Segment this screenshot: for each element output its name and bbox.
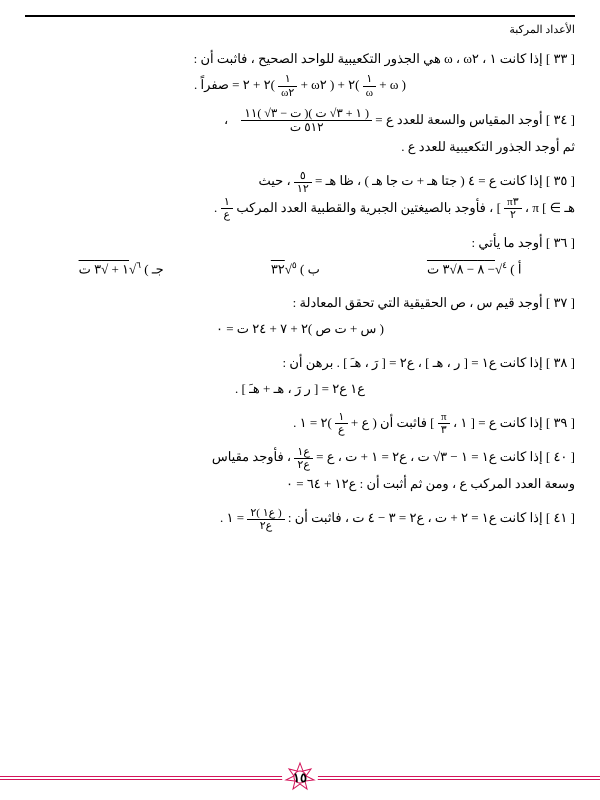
page-footer: ١٥ (0, 755, 600, 800)
p37-text: أوجد قيم س ، ص الحقيقية التي تحقق المعاد… (293, 295, 543, 310)
problem-37: [ ٣٧ ] أوجد قيم س ، ص الحقيقية التي تحقق… (25, 290, 575, 342)
problem-41: [ ٤١ ] إذا كانت ع١ = ٢ + ت ، ع٢ = ٣ − ٤ … (25, 505, 575, 532)
p41-text2: = ١ . (220, 510, 244, 525)
p33-text: إذا كانت ١ ، ω ، ω٢ هي الجذور التكعيبية … (194, 51, 543, 66)
p40-text2: ، فأوجد مقياس (212, 449, 291, 464)
p40-line2: وسعة العدد المركب ع ، ومن ثم أثبت أن : ع… (25, 471, 575, 497)
problem-35: [ ٣٥ ] إذا كانت ع = ٤ ( جتا هـ + ت جا هـ… (25, 168, 575, 221)
p37-num: [ ٣٧ ] (546, 295, 575, 310)
p40-text: إذا كانت ع١ = ١ − ٣√ ت ، ع٢ = ١ + ت ، ع … (313, 449, 543, 464)
problem-34: [ ٣٤ ] أوجد المقياس والسعة للعدد ع = ( ١… (25, 107, 575, 161)
p36-text: أوجد ما يأتي : (472, 235, 543, 250)
p37-eq: ( س + ت ص )٢ + ٧ + ٢٤ ت = ٠ (25, 316, 575, 342)
page-header: الأعداد المركبة (25, 15, 575, 41)
p36-options: أ ) ٤√− ٨ − ٨√٣ ت ب ) ٥√٣٢ جـ ) ٦√١ + √٣… (25, 256, 575, 282)
p39-text3: )٢ = ١ . (293, 415, 332, 430)
p35-num: [ ٣٥ ] (546, 173, 575, 188)
p40-num: [ ٤٠ ] (546, 449, 575, 464)
page-number: ١٥ (293, 770, 307, 786)
p35-line2: هـ ∋ ] π ، π٣٢ ] ، فأوجد بالصيغتين الجبر… (25, 195, 575, 222)
p39-text2: ] فاثبت أن ( ع + (348, 415, 435, 430)
p38-eq: ع١ ع٢ = [ ر رَ ، هـ + هـَ ] . (25, 376, 575, 402)
p33-num: [ ٣٣ ] (546, 51, 575, 66)
problem-33: [ ٣٣ ] إذا كانت ١ ، ω ، ω٢ هي الجذور الت… (25, 46, 575, 99)
p34-text: أوجد المقياس والسعة للعدد ع = (372, 112, 543, 127)
p38-num: [ ٣٨ ] (546, 355, 575, 370)
p38-text: إذا كانت ع١ = [ ر ، هـ ] ، ع٢ = [ رَ ، ه… (283, 355, 543, 370)
p34-num: [ ٣٤ ] (546, 112, 575, 127)
p41-num: [ ٤١ ] (546, 510, 575, 525)
p36-num: [ ٣٦ ] (546, 235, 575, 250)
problem-36: [ ٣٦ ] أوجد ما يأتي : أ ) ٤√− ٨ − ٨√٣ ت … (25, 230, 575, 282)
p33-equation: ( ω + ١ω )٢ + ( ω٢ + ١ω٢ )٢ + ٢ = صفراً … (25, 72, 575, 99)
p39-num: [ ٣٩ ] (546, 415, 575, 430)
p35-text2: ، حيث (258, 173, 290, 188)
problem-38: [ ٣٨ ] إذا كانت ع١ = [ ر ، هـ ] ، ع٢ = [… (25, 350, 575, 402)
p41-text: إذا كانت ع١ = ٢ + ت ، ع٢ = ٣ − ٤ ت ، فاث… (285, 510, 543, 525)
p35-text: إذا كانت ع = ٤ ( جتا هـ + ت جا هـ ) ، ظا… (312, 173, 543, 188)
problem-39: [ ٣٩ ] إذا كانت ع = [ ١ ، π٣ ] فاثبت أن … (25, 410, 575, 437)
problem-40: [ ٤٠ ] إذا كانت ع١ = ١ − ٣√ ت ، ع٢ = ١ +… (25, 444, 575, 497)
p34-line2: ثم أوجد الجذور التكعيبية للعدد ع . (25, 134, 575, 160)
p39-text: إذا كانت ع = [ ١ ، (450, 415, 543, 430)
